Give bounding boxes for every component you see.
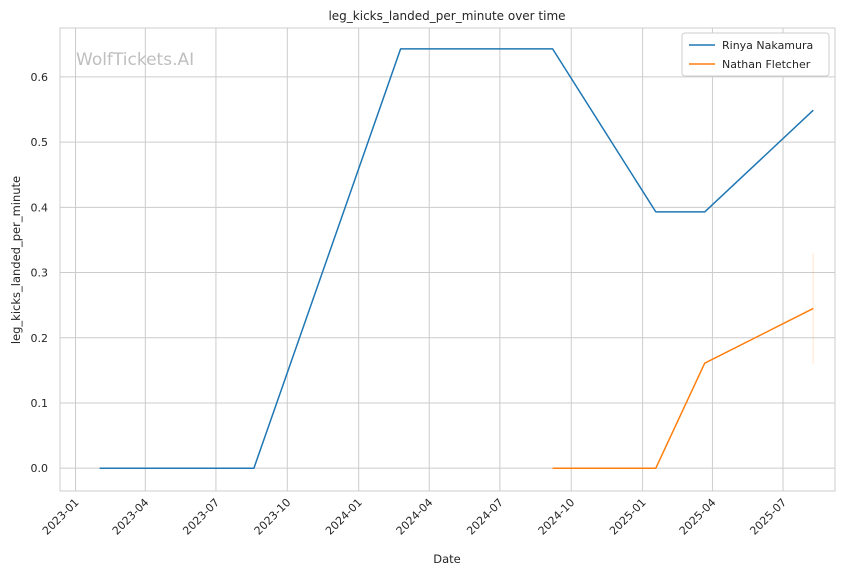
y-tick-label: 0.1 (31, 397, 49, 410)
x-axis-label: Date (433, 552, 461, 566)
y-tick-label: 0.5 (31, 136, 49, 149)
y-tick-label: 0.6 (31, 71, 49, 84)
chart-title: leg_kicks_landed_per_minute over time (328, 9, 565, 23)
legend-box (681, 32, 830, 77)
series-line-1 (552, 307, 814, 469)
y-axis-ticks: 0.0 0.1 0.2 0.3 0.4 0.5 0.6 (31, 71, 49, 475)
plot-frame (59, 27, 836, 492)
legend-label-nathan: Nathan Fletcher (722, 58, 811, 71)
y-tick-label: 0.3 (31, 267, 49, 280)
legend: Rinya Nakamura Nathan Fletcher (681, 32, 830, 77)
y-tick-label: 0.0 (31, 462, 49, 475)
y-tick-label: 0.2 (31, 332, 49, 345)
y-axis-label: leg_kicks_landed_per_minute (9, 176, 23, 344)
series-layer (99, 48, 815, 469)
watermark: WolfTickets.AI (76, 50, 194, 70)
legend-label-rinya: Rinya Nakamura (722, 39, 813, 52)
y-tick-label: 0.4 (31, 201, 49, 214)
series-line-0 (99, 48, 814, 469)
